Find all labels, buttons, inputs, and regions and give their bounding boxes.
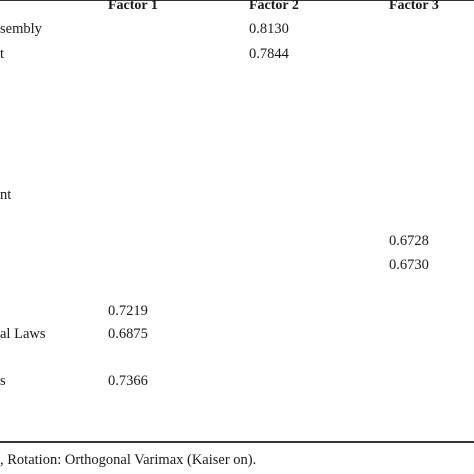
factor-2-value: 0.8130 [249, 21, 289, 37]
row-label: sembly [0, 21, 42, 37]
column-header-factor-1: Factor 1 [108, 0, 158, 13]
table-row: t 0.7844 [0, 43, 474, 66]
factor-3-value: 0.6730 [389, 257, 429, 273]
column-header-factor-3: Factor 3 [389, 0, 439, 13]
table-top-rule [0, 0, 474, 1]
table-footnote: , Rotation: Orthogonal Varimax (Kaiser o… [0, 452, 257, 468]
factor-2-value: 0.7844 [249, 46, 289, 62]
table-row: al Laws 0.6875 [0, 323, 474, 346]
row-label: al Laws [0, 326, 46, 342]
row-label: t [0, 46, 5, 62]
row-label: s [0, 373, 6, 389]
factor-1-value: 0.7219 [108, 303, 148, 319]
table-row: s 0.7366 [0, 370, 474, 393]
table-row: 0.6730 [0, 254, 474, 277]
factor-1-value: 0.7366 [108, 373, 148, 389]
table-bottom-rule [0, 441, 474, 443]
table-row: 0.7219 [0, 300, 474, 323]
table-row: nt [0, 184, 474, 207]
factor-3-value: 0.6728 [389, 233, 429, 249]
table-row: sembly 0.8130 [0, 18, 474, 41]
factor-1-value: 0.6875 [108, 326, 148, 342]
column-header-factor-2: Factor 2 [249, 0, 299, 13]
row-label: nt [0, 187, 12, 203]
table-row: 0.6728 [0, 230, 474, 253]
